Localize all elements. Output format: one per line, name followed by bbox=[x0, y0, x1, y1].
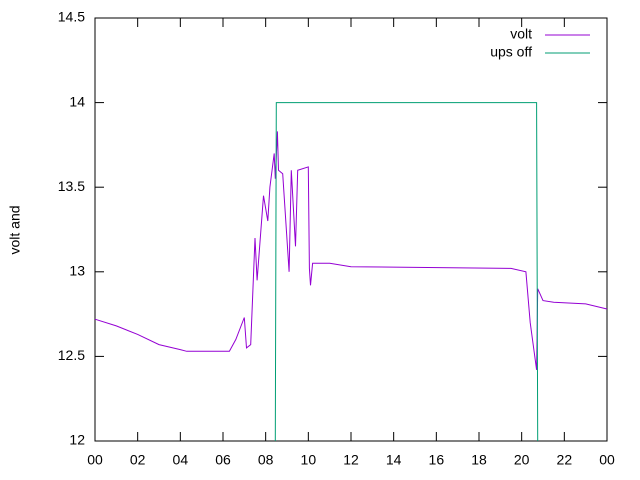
plot-frame bbox=[94, 17, 608, 442]
x-tick-label: 18 bbox=[471, 452, 487, 468]
y-axis-label: volt and bbox=[7, 205, 23, 254]
x-tick-label: 08 bbox=[258, 452, 274, 468]
x-tick-label: 22 bbox=[557, 452, 573, 468]
legend-label: ups off bbox=[490, 44, 532, 60]
y-tick-label: 14 bbox=[69, 93, 85, 109]
x-tick-label: 00 bbox=[599, 452, 615, 468]
y-tick-label: 12 bbox=[69, 432, 85, 448]
series-line bbox=[94, 131, 608, 370]
series-line bbox=[274, 102, 539, 442]
x-tick-label: 16 bbox=[429, 452, 445, 468]
x-tick-label: 20 bbox=[514, 452, 530, 468]
y-tick-label: 14.5 bbox=[58, 9, 85, 25]
x-tick-label: 10 bbox=[301, 452, 317, 468]
y-tick-label: 13.5 bbox=[58, 178, 85, 194]
y-tick-label: 12.5 bbox=[58, 347, 85, 363]
x-tick-label: 14 bbox=[386, 452, 402, 468]
x-tick-label: 06 bbox=[215, 452, 231, 468]
legend-label: volt bbox=[510, 26, 532, 42]
x-tick-label: 12 bbox=[343, 452, 359, 468]
y-tick-label: 13 bbox=[69, 263, 85, 279]
x-tick-label: 00 bbox=[87, 452, 103, 468]
x-tick-label: 04 bbox=[173, 452, 189, 468]
x-tick-label: 02 bbox=[130, 452, 146, 468]
